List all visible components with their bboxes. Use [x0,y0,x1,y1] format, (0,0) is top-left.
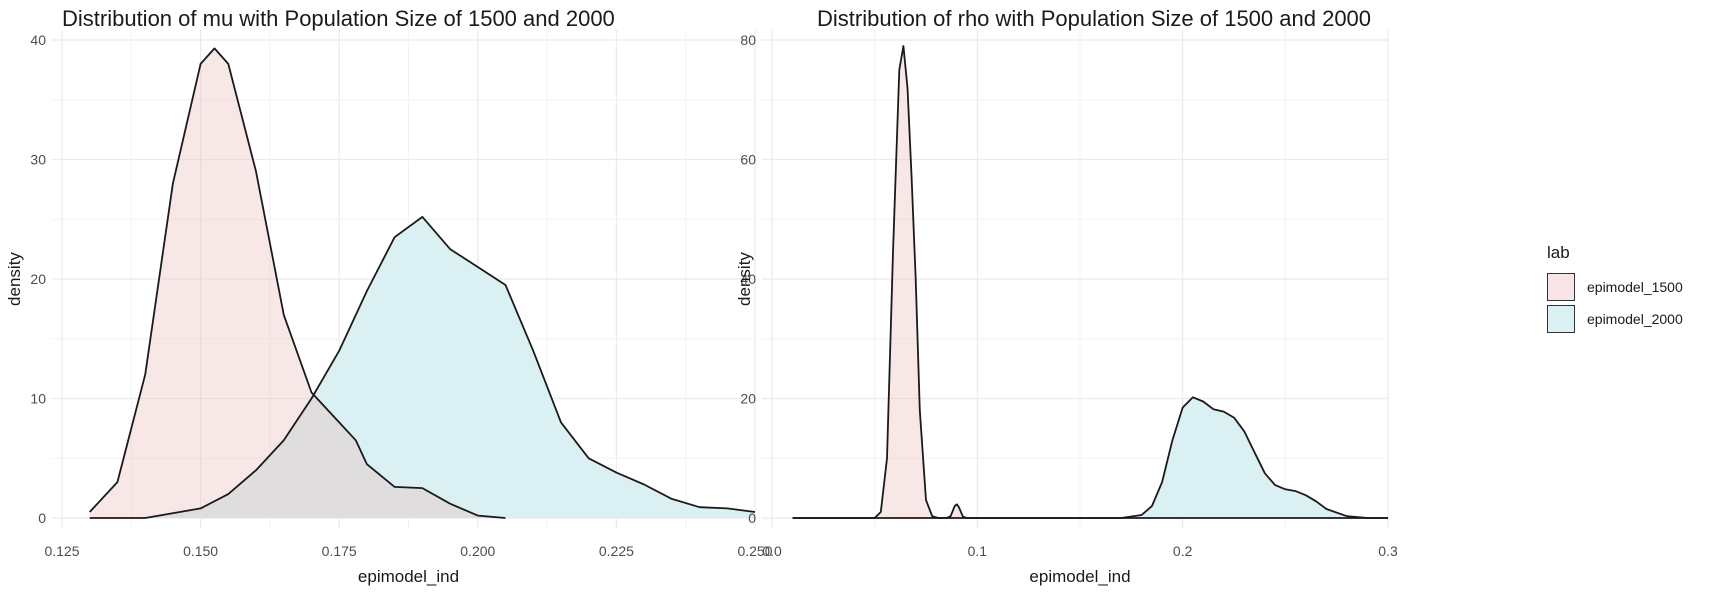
rho-panel: Distribution of rho with Population Size… [735,0,1540,602]
x-tick-label: 0.3 [1378,543,1398,559]
x-axis-title: epimodel_ind [358,567,459,586]
density-area-epimodel_1500 [792,46,1388,518]
y-tick-label: 0 [38,510,46,526]
mu-panel: Distribution of mu with Population Size … [0,0,773,602]
y-axis-title: density [5,252,24,306]
y-tick-label: 60 [740,152,756,168]
density-area-epimodel_1500 [89,48,506,519]
legend-label-2000: epimodel_2000 [1587,311,1683,327]
x-axis-title: epimodel_ind [1029,567,1130,586]
density-line-epimodel_1500 [792,45,1388,519]
mu-density-chart: 0.125 0.150 0.175 0.200 0.225 0.250 0 10 20 30 40 e… [5,30,773,586]
density-area-epimodel_2000 [89,216,755,518]
x-tick-label: 0.150 [183,543,218,559]
y-tick-label: 0 [748,510,756,526]
y-tick-label: 40 [30,32,46,48]
y-tick-label: 10 [30,391,46,407]
legend-label-1500: epimodel_1500 [1587,279,1683,295]
legend: lab epimodel_1500 epimodel_2000 [1547,243,1683,335]
density-area-epimodel_2000 [792,397,1388,518]
y-tick-label: 20 [30,271,46,287]
x-tick-label: 0.1 [968,543,988,559]
x-tick-label: 0.175 [322,543,357,559]
rho-density-chart: 0.0 0.1 0.2 0.3 0 20 40 60 80 epimodel_ind density [735,30,1398,586]
legend-key-2000 [1547,305,1575,333]
y-tick-label: 40 [740,271,756,287]
mu-chart-title: Distribution of mu with Population Size … [62,6,615,31]
x-tick-label: 0.125 [44,543,79,559]
legend-item-2000: epimodel_2000 [1547,303,1683,335]
density-line-epimodel_2000 [792,396,1388,519]
x-tick-label: 0.2 [1173,543,1193,559]
legend-item-1500: epimodel_1500 [1547,271,1683,303]
density-line-epimodel_2000 [89,216,756,519]
legend-title: lab [1547,243,1570,262]
x-tick-label: 0.225 [599,543,634,559]
density-line-epimodel_1500 [89,47,506,519]
y-tick-label: 80 [740,32,756,48]
legend-key-1500 [1547,273,1575,301]
y-tick-label: 20 [740,391,756,407]
rho-chart-title: Distribution of rho with Population Size… [817,6,1372,31]
x-tick-label: 0.200 [460,543,495,559]
x-tick-label: 0.250 [737,543,772,559]
y-tick-label: 30 [30,152,46,168]
x-tick-label: 0.0 [762,543,782,559]
y-axis-title: density [735,252,754,306]
